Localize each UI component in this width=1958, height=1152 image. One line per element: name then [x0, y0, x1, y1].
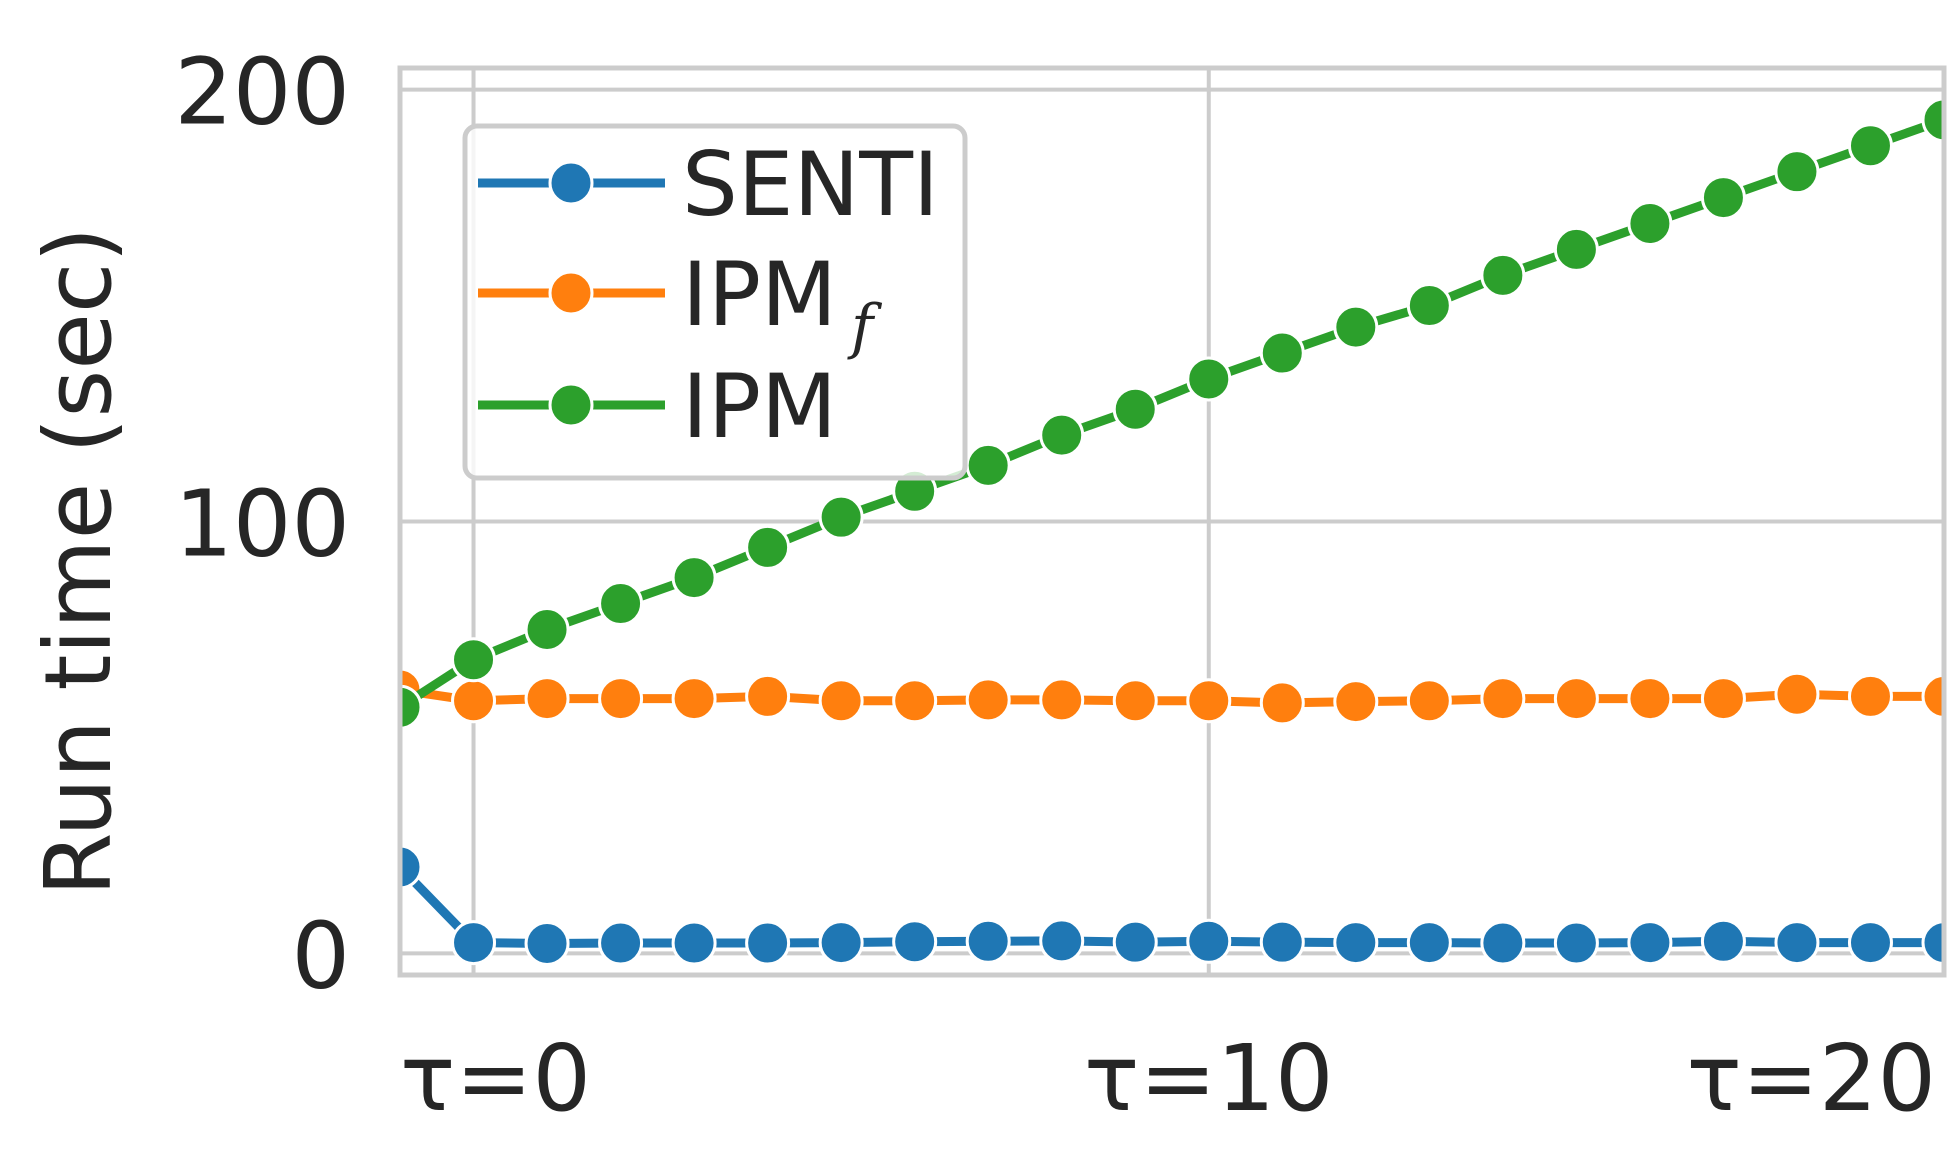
- data-point: [1039, 677, 1085, 723]
- data-point: [1847, 920, 1893, 966]
- data-point: [1259, 919, 1305, 965]
- data-point: [1774, 671, 1820, 717]
- data-point: [1700, 676, 1746, 722]
- data-point: [965, 677, 1011, 723]
- data-point: [1774, 920, 1820, 966]
- data-point: [1333, 304, 1379, 350]
- data-point: [1333, 920, 1379, 966]
- data-point: [745, 673, 791, 719]
- data-point: [745, 920, 791, 966]
- data-point: [598, 676, 644, 722]
- x-tick-label: τ=0: [400, 1025, 591, 1132]
- data-point: [1039, 412, 1085, 458]
- x-tick-label: τ=20: [1686, 1025, 1936, 1132]
- series-0: [400, 844, 1944, 966]
- data-point: [671, 555, 717, 601]
- legend-entry: SENTI: [478, 133, 939, 236]
- data-point: [818, 678, 864, 724]
- data-point: [1627, 920, 1673, 966]
- data-point: [451, 678, 497, 724]
- data-point: [1259, 680, 1305, 726]
- data-point: [1112, 386, 1158, 432]
- data-point: [1921, 673, 1944, 719]
- data-point: [818, 494, 864, 540]
- data-point: [892, 919, 938, 965]
- legend-label: IPM: [682, 355, 837, 458]
- data-point: [1259, 330, 1305, 376]
- data-point: [1480, 676, 1526, 722]
- data-point: [965, 442, 1011, 488]
- data-point: [1847, 123, 1893, 169]
- legend-marker: [548, 382, 594, 428]
- data-point: [1553, 676, 1599, 722]
- data-point: [1921, 920, 1944, 966]
- series-2: [400, 97, 1944, 730]
- data-point: [1406, 920, 1452, 966]
- data-point: [1700, 175, 1746, 221]
- plot-frame: [397, 65, 1947, 978]
- data-point: [892, 678, 938, 724]
- data-point: [1186, 918, 1232, 964]
- data-point: [451, 920, 497, 966]
- data-point: [1406, 283, 1452, 329]
- legend-entry: IPM: [478, 355, 837, 458]
- data-point: [524, 606, 570, 652]
- data-point: [451, 637, 497, 683]
- data-point: [1921, 97, 1944, 143]
- data-point: [1627, 676, 1673, 722]
- y-tick-label: 100: [174, 471, 350, 578]
- data-point: [400, 844, 423, 890]
- data-point: [400, 684, 423, 730]
- legend-box: [462, 123, 968, 481]
- data-point: [1700, 918, 1746, 964]
- legend-marker: [548, 270, 594, 316]
- series-line: [400, 115, 1944, 711]
- data-point: [1553, 226, 1599, 272]
- data-point: [818, 920, 864, 966]
- data-point: [1186, 356, 1232, 402]
- data-point: [524, 920, 570, 966]
- series-line: [400, 685, 1944, 708]
- series-1: [400, 667, 1944, 726]
- tick-labels: τ=0 τ=10 τ=20 0 100 200: [174, 39, 1936, 1132]
- data-point: [1112, 678, 1158, 724]
- data-point: [1480, 252, 1526, 298]
- data-point: [745, 524, 791, 570]
- series-line: [400, 863, 1944, 948]
- data-point: [1627, 200, 1673, 246]
- data-point: [598, 581, 644, 627]
- data-point: [671, 676, 717, 722]
- data-point: [1039, 918, 1085, 964]
- data-point: [1186, 678, 1232, 724]
- data-point: [598, 920, 644, 966]
- data-point: [1480, 920, 1526, 966]
- x-tick-label: τ=10: [1084, 1025, 1334, 1132]
- legend-marker: [548, 160, 594, 206]
- series-lines: [400, 97, 1944, 966]
- y-tick-label: 0: [291, 902, 350, 1009]
- data-point: [965, 918, 1011, 964]
- data-point: [1406, 678, 1452, 724]
- data-point: [1112, 919, 1158, 965]
- data-point: [1553, 920, 1599, 966]
- data-point: [671, 920, 717, 966]
- data-point: [1847, 673, 1893, 719]
- y-tick-label: 200: [174, 39, 350, 146]
- data-point: [1774, 149, 1820, 195]
- y-axis-label: Run time (sec): [25, 227, 132, 897]
- legend-label: SENTI: [682, 133, 939, 236]
- data-point: [1333, 679, 1379, 725]
- data-point: [524, 676, 570, 722]
